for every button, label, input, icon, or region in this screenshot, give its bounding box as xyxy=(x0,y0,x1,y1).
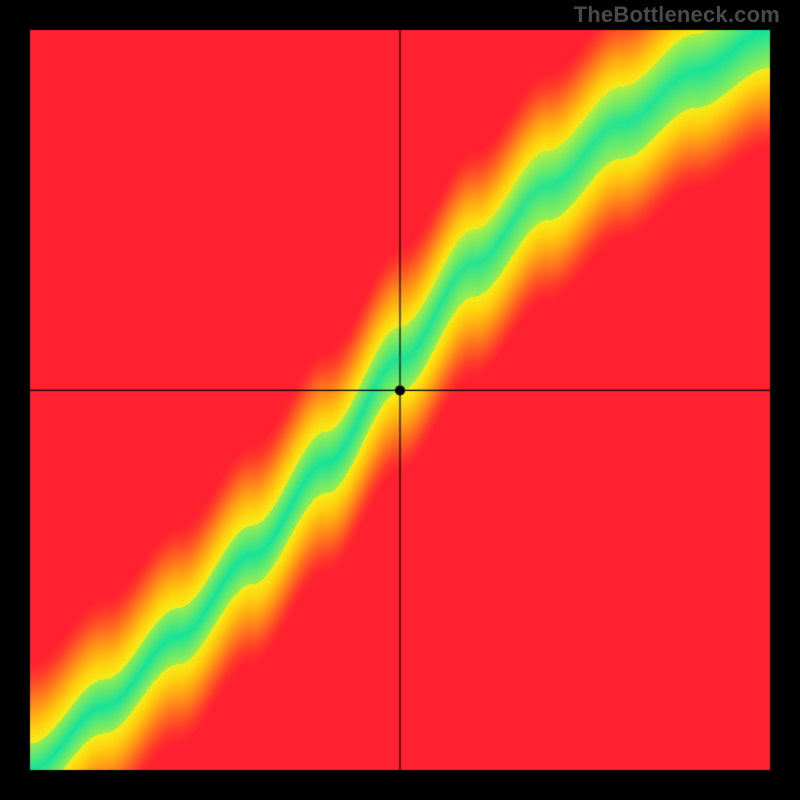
watermark-label: TheBottleneck.com xyxy=(574,2,780,28)
heatmap-canvas xyxy=(0,0,800,800)
chart-container: TheBottleneck.com xyxy=(0,0,800,800)
